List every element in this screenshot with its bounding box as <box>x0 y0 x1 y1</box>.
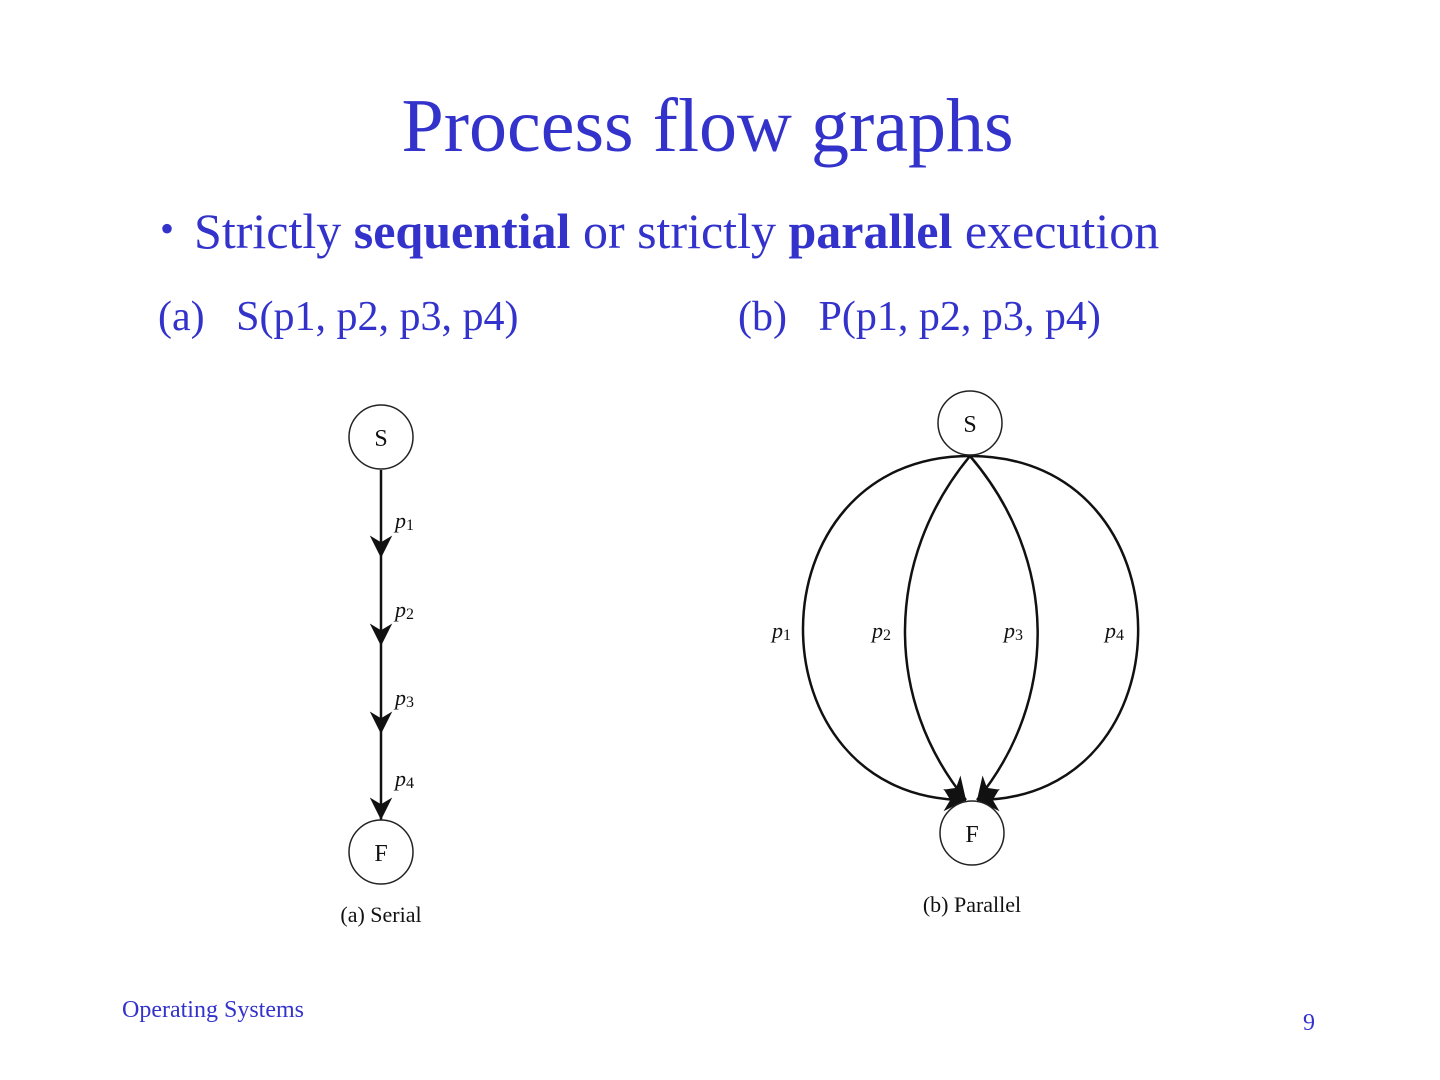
edge-p1 <box>801 454 971 812</box>
edge-label-p3: p3 <box>1002 618 1023 644</box>
edge-label-p4: p4 <box>1103 618 1124 644</box>
edge-label-p1: p1 <box>393 508 414 534</box>
caption-serial: (a) Serial <box>340 902 421 927</box>
node-finish <box>939 800 1005 866</box>
caption-parallel: (b) Parallel <box>923 892 1021 917</box>
edge-label-p4: p4 <box>393 766 414 792</box>
page-number: 9 <box>1303 1010 1315 1036</box>
bullet-text: or strictly <box>570 203 789 259</box>
footer-text: Operating Systems <box>122 997 304 1023</box>
bullet-bold-parallel: parallel <box>788 203 953 259</box>
label-serial: (a) S(p1, p2, p3, p4) <box>158 294 519 340</box>
edge-label-p2: p2 <box>393 597 414 623</box>
edge-p3 <box>969 455 1039 801</box>
edge-label-p1: p1 <box>770 618 791 644</box>
node-finish <box>348 819 414 885</box>
edge-label-p2: p2 <box>870 618 891 644</box>
node-start <box>937 390 1003 456</box>
bullet-point: • Strictly sequential or strictly paralle… <box>160 206 1159 256</box>
edge-label-p3: p3 <box>393 685 414 711</box>
edge-p4 <box>969 454 1140 812</box>
node-start <box>348 404 414 470</box>
node-finish-label: F <box>374 841 387 867</box>
serial-graph: S p1 p2 p3 p4 F (a) Serial <box>340 404 422 927</box>
bullet-icon: • <box>160 206 175 251</box>
label-parallel: (b) P(p1, p2, p3, p4) <box>738 294 1101 340</box>
bullet-text: Strictly <box>194 203 354 259</box>
node-start-label: S <box>963 412 976 438</box>
node-start-label: S <box>374 426 387 452</box>
parallel-graph: S F p1 p2 p3 p4 (b) Parallel <box>770 390 1140 917</box>
slide-title: Process flow graphs <box>401 84 1014 168</box>
node-finish-label: F <box>965 822 978 848</box>
bullet-bold-sequential: sequential <box>353 203 571 259</box>
edge-p2 <box>903 455 971 801</box>
bullet-text: execution <box>952 203 1160 259</box>
